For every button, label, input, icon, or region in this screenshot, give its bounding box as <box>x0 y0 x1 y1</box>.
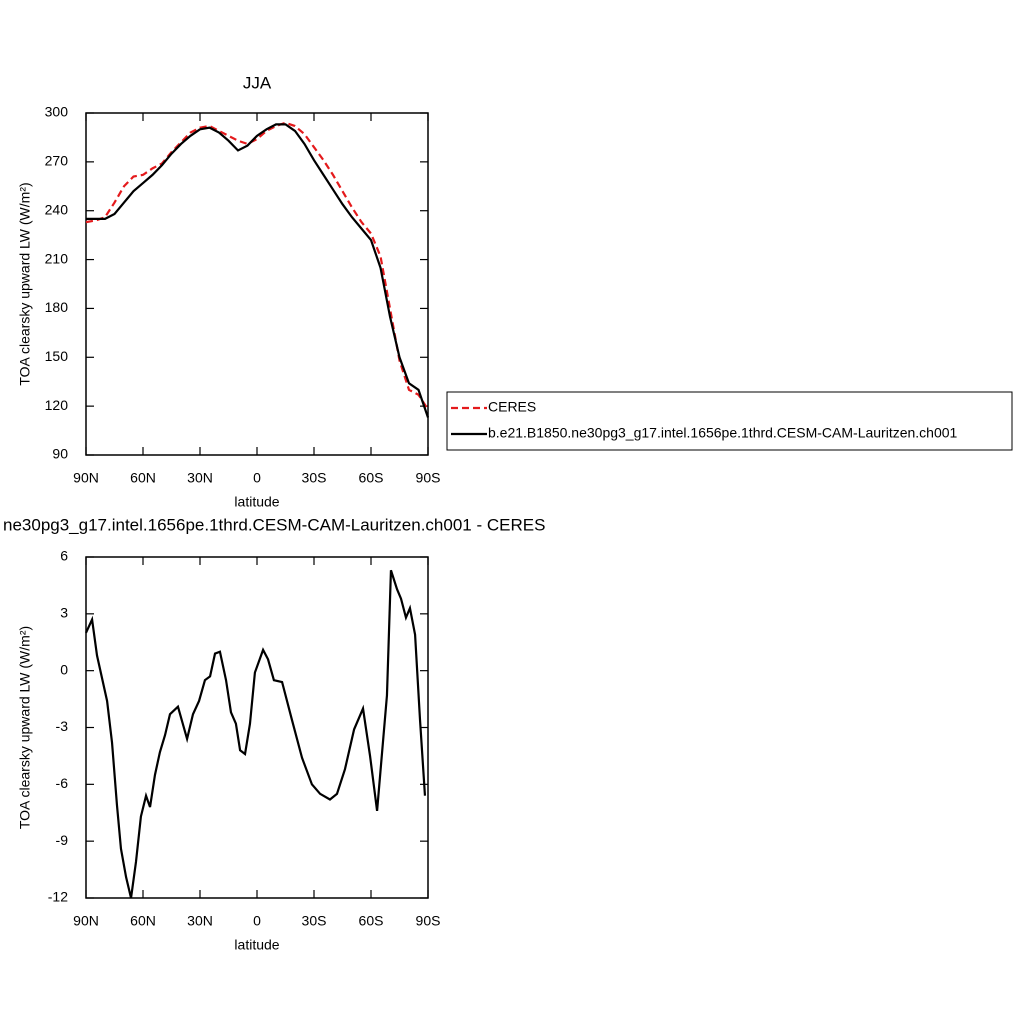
chart-title: JJA <box>243 73 272 92</box>
y-tick-label: 150 <box>45 348 69 364</box>
y-tick-label: 240 <box>45 201 69 217</box>
x-tick-label: 60S <box>359 470 384 486</box>
legend-box <box>446 391 1013 451</box>
x-tick-label: 30S <box>302 913 327 929</box>
plot-frame <box>85 112 429 456</box>
x-axis-label: latitude <box>234 494 279 510</box>
x-tick-label: 60N <box>130 913 156 929</box>
y-tick-label: 300 <box>45 104 69 120</box>
legend-label: b.e21.B1850.ne30pg3_g17.intel.1656pe.1th… <box>488 425 958 441</box>
y-tick-label: 210 <box>45 250 69 266</box>
y-tick-label: -3 <box>56 718 69 734</box>
y-tick-label: 6 <box>60 548 68 564</box>
x-tick-label: 30N <box>187 470 213 486</box>
y-tick-label: 180 <box>45 299 69 315</box>
y-axis-label: TOA clearsky upward LW (W/m²) <box>17 626 33 829</box>
x-tick-label: 0 <box>253 913 261 929</box>
data-line <box>85 121 429 410</box>
y-tick-label: 270 <box>45 153 69 169</box>
y-tick-label: 0 <box>60 661 68 677</box>
y-tick-label: 90 <box>52 446 68 462</box>
y-tick-label: -9 <box>56 832 69 848</box>
x-axis-label: latitude <box>234 937 279 953</box>
x-tick-label: 90S <box>416 913 441 929</box>
x-tick-label: 30S <box>302 470 327 486</box>
x-tick-label: 90N <box>73 913 99 929</box>
chart-title: ne30pg3_g17.intel.1656pe.1thrd.CESM-CAM-… <box>3 515 545 534</box>
x-tick-label: 60N <box>130 470 156 486</box>
x-tick-label: 90N <box>73 470 99 486</box>
y-tick-label: -12 <box>48 889 68 905</box>
x-tick-label: 60S <box>359 913 384 929</box>
y-axis-label: TOA clearsky upward LW (W/m²) <box>17 182 33 385</box>
data-line <box>85 569 427 899</box>
x-tick-label: 30N <box>187 913 213 929</box>
y-tick-label: 120 <box>45 397 69 413</box>
legend-label: CERES <box>488 399 536 415</box>
x-tick-label: 0 <box>253 470 261 486</box>
y-tick-label: 3 <box>60 605 68 621</box>
data-line <box>86 123 430 418</box>
y-tick-label: -6 <box>56 775 69 791</box>
x-tick-label: 90S <box>416 470 441 486</box>
